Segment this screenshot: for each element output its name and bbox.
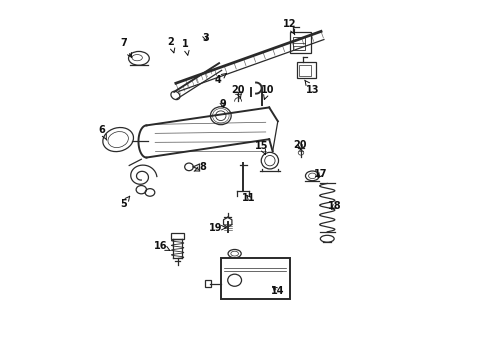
- Text: 2: 2: [167, 37, 175, 53]
- Text: 4: 4: [215, 73, 226, 85]
- Text: 14: 14: [271, 286, 285, 296]
- Text: 5: 5: [120, 196, 130, 209]
- Text: 16: 16: [153, 241, 170, 251]
- Text: 8: 8: [194, 162, 206, 172]
- Text: 10: 10: [261, 85, 274, 99]
- Bar: [221, 258, 290, 299]
- Text: 18: 18: [328, 201, 342, 211]
- Text: 7: 7: [120, 39, 132, 58]
- Text: 1: 1: [182, 39, 189, 55]
- Text: 11: 11: [243, 193, 256, 203]
- Text: 19: 19: [209, 223, 226, 233]
- Bar: [290, 32, 311, 53]
- Text: 13: 13: [305, 80, 319, 95]
- Bar: [299, 65, 311, 76]
- Text: 6: 6: [98, 125, 107, 140]
- Text: 9: 9: [219, 99, 226, 109]
- Text: 20: 20: [231, 85, 245, 98]
- Text: 17: 17: [314, 169, 328, 179]
- Bar: [293, 37, 305, 50]
- Bar: [172, 233, 184, 239]
- Text: 12: 12: [283, 19, 296, 35]
- Bar: [205, 280, 212, 287]
- Text: 15: 15: [255, 141, 269, 154]
- Text: 3: 3: [202, 33, 209, 42]
- Text: 20: 20: [294, 140, 307, 150]
- Bar: [297, 62, 316, 78]
